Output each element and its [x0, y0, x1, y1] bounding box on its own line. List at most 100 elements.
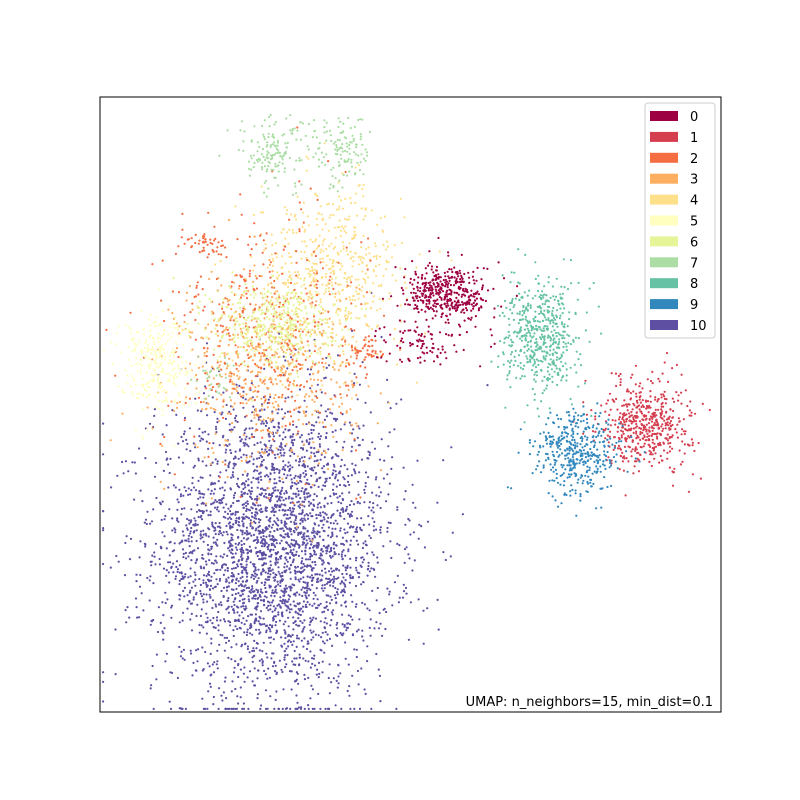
data-point — [158, 557, 161, 561]
data-point — [314, 594, 317, 597]
data-point — [317, 462, 320, 465]
data-point — [245, 326, 248, 329]
data-point — [337, 261, 340, 264]
data-point — [339, 529, 342, 532]
data-point — [333, 226, 336, 229]
data-point — [284, 428, 287, 431]
data-point — [255, 317, 258, 320]
data-point — [366, 660, 369, 663]
data-point — [313, 544, 316, 548]
data-point — [215, 619, 219, 622]
data-point — [299, 707, 303, 711]
data-point — [253, 414, 256, 417]
data-point — [261, 664, 264, 667]
data-point — [350, 424, 354, 427]
data-point — [336, 522, 339, 525]
data-point — [243, 492, 246, 495]
data-point — [259, 345, 262, 348]
data-point — [168, 554, 171, 557]
data-point — [252, 476, 255, 479]
data-point — [255, 501, 258, 504]
data-point — [245, 526, 248, 529]
data-point — [256, 495, 259, 498]
data-point — [340, 199, 343, 202]
data-point — [214, 482, 217, 485]
data-point — [292, 231, 295, 234]
data-point — [285, 600, 288, 603]
data-point — [266, 266, 269, 269]
data-point — [263, 542, 266, 545]
data-point — [326, 321, 329, 324]
data-point — [329, 213, 332, 217]
data-point — [195, 373, 198, 377]
data-point — [187, 534, 190, 537]
data-point — [231, 405, 234, 408]
data-point — [358, 255, 361, 258]
data-point — [231, 579, 234, 582]
data-point — [206, 243, 209, 246]
data-point — [278, 509, 281, 512]
data-point — [318, 445, 322, 448]
data-point — [340, 553, 343, 556]
data-point — [315, 459, 318, 462]
data-point — [234, 687, 237, 691]
data-point — [385, 268, 388, 271]
data-point — [354, 251, 357, 254]
data-point — [373, 627, 376, 630]
data-point — [196, 547, 200, 550]
data-point — [328, 364, 331, 367]
data-point — [267, 604, 270, 608]
data-point — [309, 558, 312, 561]
data-point — [345, 394, 349, 397]
data-point — [232, 462, 235, 465]
data-point — [323, 651, 326, 654]
data-point — [216, 660, 219, 663]
data-point — [293, 539, 296, 542]
data-point — [222, 434, 225, 437]
data-point — [321, 631, 324, 634]
data-point — [280, 396, 283, 399]
data-point — [309, 368, 313, 371]
data-point — [161, 601, 164, 604]
data-point — [198, 577, 201, 581]
data-point — [245, 633, 248, 637]
data-point — [279, 581, 282, 584]
data-point — [252, 574, 255, 577]
data-point — [223, 352, 226, 355]
data-point — [293, 366, 296, 369]
data-point — [298, 388, 301, 391]
data-point — [218, 345, 221, 348]
data-point — [258, 532, 261, 535]
data-point — [284, 397, 287, 400]
data-point — [295, 495, 298, 498]
data-point — [348, 363, 351, 366]
data-point — [267, 567, 270, 570]
data-point — [220, 604, 223, 607]
data-point — [309, 387, 312, 390]
data-point — [203, 233, 206, 236]
data-point — [251, 359, 254, 362]
data-point — [161, 500, 164, 503]
data-point — [341, 536, 344, 539]
data-point — [328, 268, 331, 271]
data-point — [316, 223, 319, 226]
data-point — [281, 393, 284, 396]
data-point — [178, 583, 181, 586]
data-point — [376, 422, 379, 425]
data-point — [375, 274, 378, 277]
data-point — [234, 344, 237, 347]
data-point — [351, 634, 355, 637]
data-point — [283, 520, 286, 523]
data-point — [303, 277, 306, 280]
data-point — [321, 550, 324, 553]
data-point — [294, 328, 297, 332]
data-point — [201, 476, 204, 479]
data-point — [331, 613, 334, 616]
data-point — [286, 360, 289, 363]
data-point — [226, 533, 229, 536]
data-point — [252, 539, 255, 543]
data-point — [327, 353, 331, 356]
data-point — [352, 468, 356, 471]
data-point — [241, 473, 244, 476]
data-point — [301, 610, 304, 613]
